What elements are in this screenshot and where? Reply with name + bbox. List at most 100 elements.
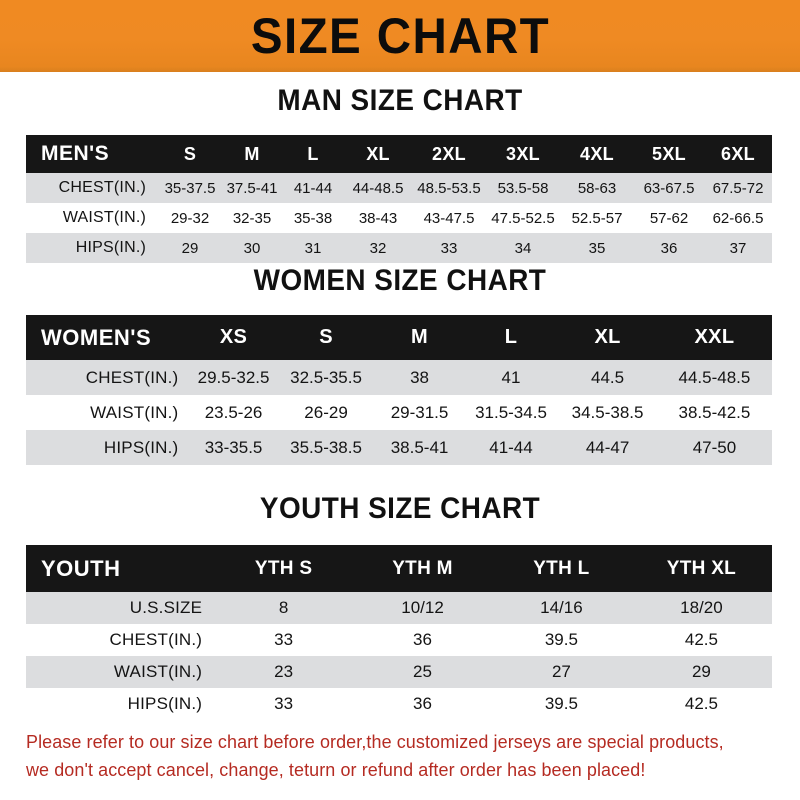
women-cell-2-5: 47-50 <box>692 437 737 457</box>
youth-cell-3-0: 33 <box>274 694 294 713</box>
youth-cell-0-3: 18/20 <box>680 598 723 617</box>
women-size-header-4: XL <box>594 326 621 348</box>
man-cell-0-0: 35-37.5 <box>164 179 216 197</box>
man-cell-1-7: 57-62 <box>649 209 689 227</box>
women-cell-1-0: 23.5-26 <box>204 402 263 422</box>
women-header-label: WOMEN'S <box>41 324 152 350</box>
man-size-header-4: 2XL <box>432 143 466 164</box>
man-size-header-8: 6XL <box>721 143 755 164</box>
youth-cell-3-2: 39.5 <box>544 694 578 713</box>
women-cell-1-1: 26-29 <box>304 402 348 422</box>
women-cell-0-1: 32.5-35.5 <box>290 367 362 387</box>
man-cell-0-3: 44-48.5 <box>352 179 404 197</box>
man-cell-0-2: 41-44 <box>293 179 333 197</box>
youth-cell-3-1: 36 <box>413 694 432 713</box>
youth-size-header-1: YTH M <box>392 557 453 579</box>
women-size-header-3: L <box>504 326 518 348</box>
man-cell-1-8: 62-66.5 <box>712 209 764 227</box>
man-size-header-7: 5XL <box>652 143 686 164</box>
note-line-1: Please refer to our size chart before or… <box>26 731 724 752</box>
youth-size-header-2: YTH L <box>533 557 590 579</box>
man-cell-0-5: 53.5-58 <box>497 179 549 197</box>
youth-cell-0-1: 10/12 <box>401 598 444 617</box>
man-row-label-2: HIPS(IN.) <box>75 239 146 256</box>
man-row-label-1: WAIST(IN.) <box>62 209 146 226</box>
man-cell-2-7: 36 <box>660 239 678 257</box>
youth-cell-2-3: 29 <box>691 662 711 681</box>
women-cell-2-2: 38.5-41 <box>390 437 449 457</box>
man-cell-0-4: 48.5-53.5 <box>417 179 481 197</box>
man-cell-1-3: 38-43 <box>358 209 398 227</box>
man-cell-1-4: 43-47.5 <box>423 209 475 227</box>
note-line-2: we don't accept cancel, change, teturn o… <box>26 759 646 780</box>
section-title-man: MAN SIZE CHART <box>277 84 523 117</box>
youth-cell-3-3: 42.5 <box>684 694 718 713</box>
youth-row-label-3: HIPS(IN.) <box>127 694 203 713</box>
man-cell-2-1: 30 <box>243 239 261 257</box>
youth-cell-2-2: 27 <box>551 662 571 681</box>
women-table-body: WOMEN'S XS S M L XL XXL CHEST(IN.) 29.5-32.5 32.5… <box>26 315 772 465</box>
youth-cell-0-0: 8 <box>278 598 289 617</box>
man-cell-2-4: 33 <box>440 239 458 257</box>
women-cell-0-4: 44.5 <box>591 367 625 387</box>
table-row: WAIST(IN.) 29-32 32-35 35-38 38-43 43-47.5 47.… <box>26 203 772 233</box>
women-row-label-0: CHEST(IN.) <box>85 367 179 387</box>
man-header-label: MEN'S <box>41 142 110 165</box>
table-row: HIPS(IN.) 29 30 31 32 33 34 35 36 37 <box>26 233 772 263</box>
table-row: CHEST(IN.) 33 36 39.5 42.5 <box>26 624 772 656</box>
table-row: CHEST(IN.) 35-37.5 37.5-41 41-44 44-48.5 48.5… <box>26 173 772 203</box>
man-size-header-6: 4XL <box>580 143 614 164</box>
man-cell-2-6: 35 <box>588 239 606 257</box>
youth-cell-1-2: 39.5 <box>544 630 578 649</box>
women-cell-1-5: 38.5-42.5 <box>678 402 751 422</box>
man-cell-1-2: 35-38 <box>293 209 333 227</box>
women-size-header-5: XXL <box>694 326 735 348</box>
women-cell-0-2: 38 <box>410 367 429 387</box>
man-cell-1-1: 32-35 <box>232 209 272 227</box>
youth-header-label: YOUTH <box>41 555 121 581</box>
women-cell-1-2: 29-31.5 <box>390 402 449 422</box>
women-size-header-1: S <box>319 326 333 348</box>
man-cell-2-2: 31 <box>304 239 322 257</box>
youth-cell-0-2: 14/16 <box>540 598 583 617</box>
women-size-header-2: M <box>411 326 429 348</box>
youth-size-header-0: YTH S <box>254 557 313 579</box>
man-table-header-row: MEN'S S M L XL 2XL 3XL 4XL 5XL 6XL <box>26 135 772 173</box>
men-table-body: MEN'S S M L XL 2XL 3XL 4XL 5XL 6XL CHEST(IN.) 35-37… <box>26 135 772 263</box>
section-title-women: WOMEN SIZE CHART <box>253 264 547 297</box>
women-cell-1-4: 34.5-38.5 <box>571 402 644 422</box>
table-row: CHEST(IN.) 29.5-32.5 32.5-35.5 38 41 44.5 44.5… <box>26 360 772 395</box>
women-cell-1-3: 31.5-34.5 <box>475 402 547 422</box>
man-cell-2-8: 37 <box>729 239 747 257</box>
table-row: U.S.SIZE 8 10/12 14/16 18/20 <box>26 592 772 624</box>
man-cell-1-0: 29-32 <box>170 209 210 227</box>
youth-row-label-0: U.S.SIZE <box>129 598 203 617</box>
women-cell-2-3: 41-44 <box>489 437 533 457</box>
women-row-label-1: WAIST(IN.) <box>90 402 179 422</box>
youth-table-body: YOUTH YTH S YTH M YTH L YTH XL U.S.SIZE 8 10/12… <box>26 545 772 720</box>
youth-cell-2-0: 23 <box>274 662 294 681</box>
women-size-table: WOMEN'S XS S M L XL XXL CHEST(IN.) 29.5-32.5 32.5… <box>26 315 772 465</box>
man-cell-1-5: 47.5-52.5 <box>491 209 555 227</box>
women-cell-0-0: 29.5-32.5 <box>197 367 270 387</box>
man-cell-1-6: 52.5-57 <box>571 209 623 227</box>
man-cell-2-3: 32 <box>369 239 387 257</box>
youth-row-label-2: WAIST(IN.) <box>113 662 203 681</box>
women-cell-2-0: 33-35.5 <box>204 437 263 457</box>
man-size-header-2: L <box>307 143 319 164</box>
women-table-header-row: WOMEN'S XS S M L XL XXL <box>26 315 772 360</box>
women-size-header-0: XS <box>219 326 248 348</box>
women-row-label-2: HIPS(IN.) <box>103 437 179 457</box>
man-cell-2-5: 34 <box>514 239 532 257</box>
men-size-table: MEN'S S M L XL 2XL 3XL 4XL 5XL 6XL CHEST(IN.) 35-37… <box>26 135 772 263</box>
youth-table-header-row: YOUTH YTH S YTH M YTH L YTH XL <box>26 545 772 592</box>
youth-row-label-1: CHEST(IN.) <box>109 630 203 649</box>
man-cell-0-7: 63-67.5 <box>643 179 695 197</box>
man-size-header-5: 3XL <box>506 143 540 164</box>
youth-size-table: YOUTH YTH S YTH M YTH L YTH XL U.S.SIZE 8 10/12… <box>26 545 772 720</box>
page-banner: SIZE CHART <box>0 0 800 72</box>
section-title-youth: YOUTH SIZE CHART <box>259 492 541 525</box>
table-row: WAIST(IN.) 23 25 27 29 <box>26 656 772 688</box>
man-row-label-0: CHEST(IN.) <box>58 179 146 196</box>
